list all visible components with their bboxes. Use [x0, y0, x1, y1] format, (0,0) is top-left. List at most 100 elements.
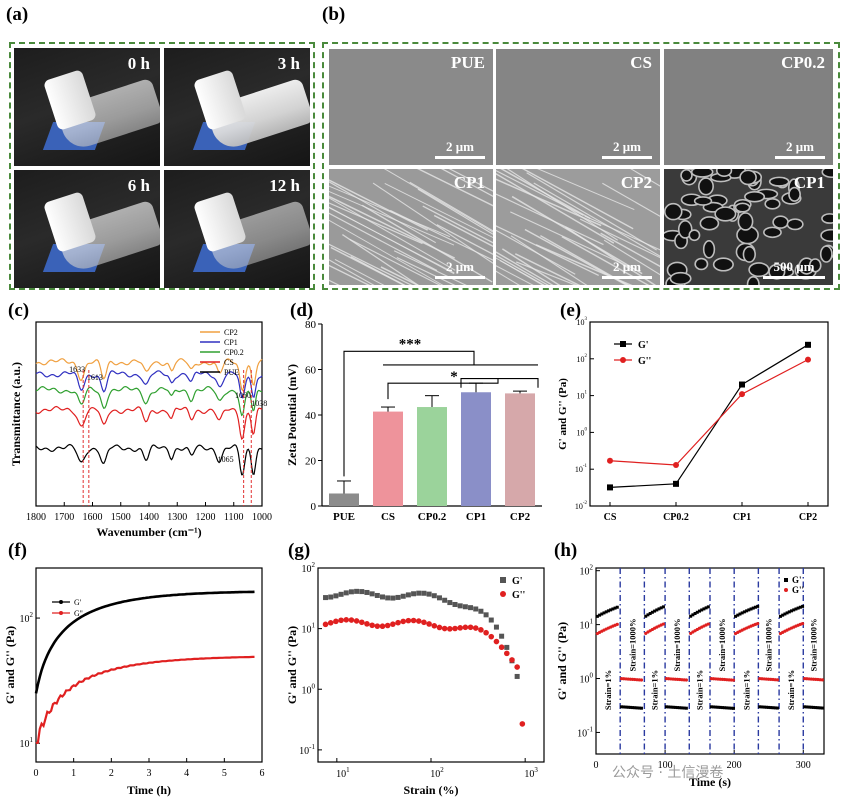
data-point	[615, 605, 619, 609]
legend-label: CS	[224, 358, 234, 367]
strain-sweep-chart: (g) 101 102 103 Strain (%) 10-1 100 101 102 G' an…	[285, 540, 545, 797]
data-point	[646, 613, 650, 617]
legend-label: G''	[638, 356, 652, 367]
data-point	[472, 625, 479, 631]
data-point	[442, 597, 448, 603]
data-point	[467, 624, 474, 631]
pore	[702, 240, 716, 259]
data-point	[771, 706, 775, 710]
data-point	[354, 588, 360, 594]
panel-b-label: (b)	[322, 4, 346, 25]
data-point	[452, 601, 458, 607]
fiber	[417, 188, 493, 235]
x-tick-label: 1600	[83, 512, 103, 523]
fiber	[537, 169, 635, 211]
data-point	[514, 664, 520, 670]
bar	[373, 411, 403, 506]
significance-bracket	[387, 378, 499, 400]
y-tick-label: 100	[580, 672, 594, 686]
data-point	[718, 705, 722, 709]
data-point	[667, 705, 671, 709]
data-point	[706, 622, 710, 626]
panel-label: (f)	[8, 540, 27, 561]
fiber	[350, 256, 406, 285]
y-tick-label: 0	[311, 501, 317, 513]
spectrum-line	[35, 370, 263, 399]
category-label: CP1	[733, 512, 751, 523]
data-point	[680, 706, 684, 710]
data-point	[798, 605, 802, 609]
data-point	[760, 705, 764, 709]
data-point	[379, 623, 386, 630]
fiber	[380, 266, 420, 285]
legend-marker	[59, 600, 63, 604]
pore	[764, 198, 781, 210]
x-tick-label: 103	[524, 766, 538, 780]
pore	[772, 215, 789, 229]
y-tick-label: 102	[302, 561, 316, 575]
fiber	[515, 261, 577, 285]
legend-marker	[784, 588, 788, 592]
sem-label: CP1	[453, 173, 485, 192]
legend-label: CP2	[224, 328, 238, 337]
category-label: CP2	[799, 512, 817, 523]
y-tick-label: 102	[580, 564, 594, 578]
watermark: 公众号 · 土信漫卷	[612, 765, 724, 781]
data-point	[628, 705, 632, 709]
x-tick-label: 1800	[26, 512, 46, 523]
fiber	[349, 238, 441, 285]
y-axis-label: G' and G'' (Pa)	[557, 378, 569, 450]
sem-label: PUE	[451, 53, 485, 72]
data-point	[624, 705, 628, 709]
y-tick-label: 102	[577, 354, 588, 364]
data-point	[794, 607, 798, 611]
fiber	[526, 172, 657, 251]
data-point	[462, 624, 469, 631]
y-tick-label: 10-1	[575, 464, 588, 474]
fiber	[602, 182, 660, 217]
x-tick-label: 1700	[54, 512, 74, 523]
pore	[768, 176, 790, 187]
time-lapse-photo: 3 h	[164, 48, 310, 166]
data-point	[405, 592, 411, 598]
data-point	[633, 706, 637, 710]
data-point	[468, 605, 474, 611]
data-point	[620, 705, 624, 709]
data-point	[709, 705, 713, 709]
strain-label: Strain=1%	[603, 670, 613, 710]
fiber	[511, 195, 643, 275]
data-point	[457, 603, 463, 609]
spectrum-line	[35, 385, 263, 417]
pore	[744, 191, 766, 203]
strain-label: Strain=1000%	[764, 618, 774, 671]
sem-label: CP1	[793, 173, 825, 192]
data-point	[602, 611, 606, 615]
data-point	[421, 590, 427, 596]
y-axis-label: Zeta Potential (mV)	[285, 364, 299, 466]
peak-annotation: 1065	[218, 455, 234, 464]
pore	[669, 271, 692, 285]
data-point	[671, 705, 675, 709]
sem-label: CP2	[620, 173, 652, 192]
fiber	[409, 181, 493, 232]
scale-text: 2 μm	[613, 259, 641, 274]
data-point	[729, 706, 733, 710]
data-point	[639, 706, 643, 710]
data-point	[400, 618, 407, 625]
bar	[329, 493, 359, 506]
data-point	[704, 606, 708, 610]
panel-label: (e)	[560, 300, 581, 321]
data-point	[441, 625, 448, 632]
fiber	[535, 244, 633, 285]
x-tick-label: 1	[71, 768, 76, 779]
data-point	[338, 617, 344, 624]
data-point	[604, 610, 608, 614]
fiber	[496, 251, 554, 285]
data-point	[483, 629, 489, 636]
pore	[688, 229, 701, 242]
data-point	[714, 705, 718, 709]
data-point	[673, 462, 679, 469]
panel-a-frame	[9, 42, 315, 290]
scale-text: 2 μm	[446, 139, 474, 154]
photo-time-label: 3 h	[277, 54, 300, 73]
